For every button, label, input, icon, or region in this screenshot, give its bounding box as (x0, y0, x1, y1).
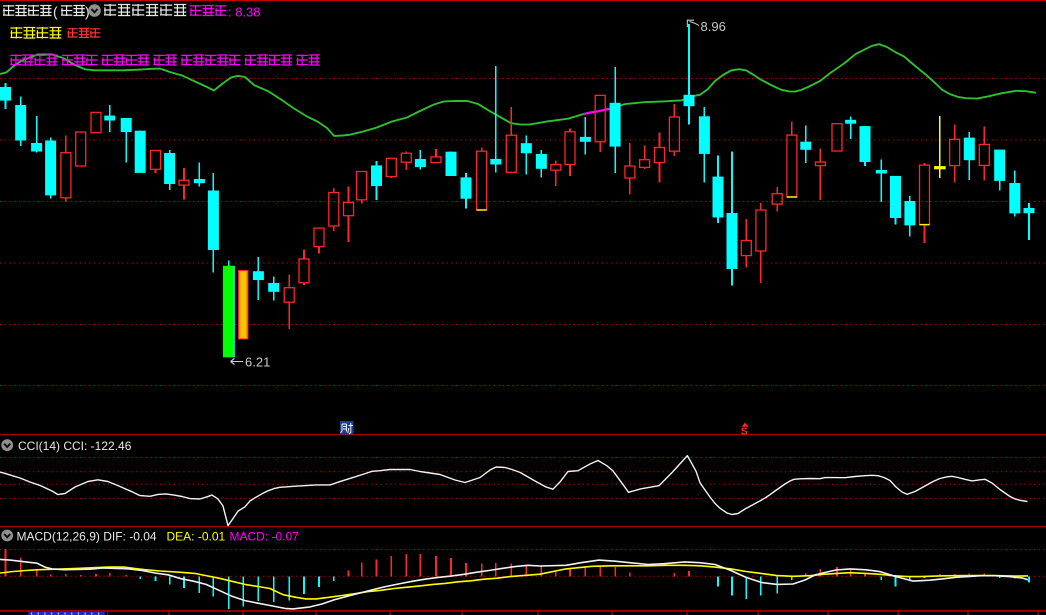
svg-text:DEA: -0.01: DEA: -0.01 (167, 530, 226, 544)
svg-text:6.21: 6.21 (245, 355, 270, 370)
svg-text:8.96: 8.96 (701, 19, 726, 34)
svg-text:S: S (741, 426, 748, 438)
svg-text:(: ( (53, 4, 58, 20)
svg-text:MACD: -0.07: MACD: -0.07 (230, 530, 300, 544)
svg-text:CCI(14) CCI: -122.46: CCI(14) CCI: -122.46 (18, 439, 132, 453)
svg-text:MACD(12,26,9) DIF: -0.04: MACD(12,26,9) DIF: -0.04 (17, 530, 157, 544)
svg-text:): ) (85, 4, 90, 20)
svg-text:: 8.38: : 8.38 (228, 5, 261, 20)
